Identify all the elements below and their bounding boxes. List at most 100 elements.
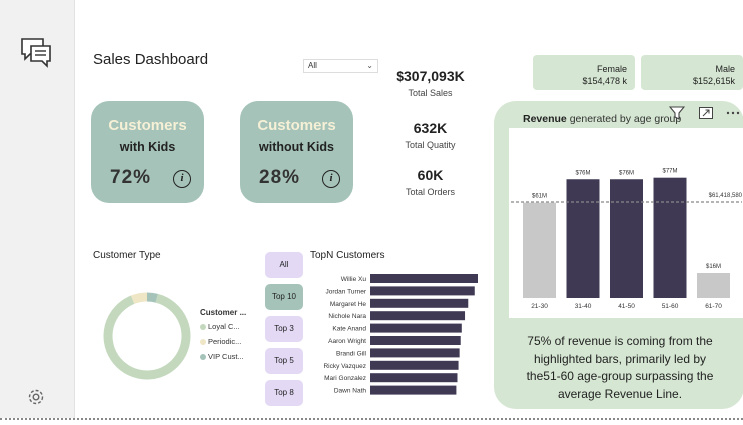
- male-revenue-card: Male $152,615k: [641, 55, 743, 90]
- revenue-by-age-chart[interactable]: $61M 21-30 $76M 31-40 $76M 41-50 $77M 51-60 $16M…: [509, 128, 743, 318]
- filter-dropdown[interactable]: All ⌄: [303, 59, 378, 73]
- customers-without-kids-card: Customers without Kids 28% i: [240, 101, 353, 203]
- caption-line: average Revenue Line.: [557, 386, 683, 401]
- card-subheading: without Kids: [259, 140, 334, 154]
- card-heading: Customers: [257, 117, 336, 134]
- bar-label: Dawn Nath: [334, 388, 367, 395]
- revenue-title-bold: Revenue: [523, 113, 567, 125]
- topn-title: TopN Customers: [310, 250, 385, 261]
- topn-top3-button[interactable]: Top 3: [265, 316, 303, 342]
- bar-data-label: $76M: [619, 170, 634, 176]
- info-icon[interactable]: i: [173, 170, 191, 188]
- revenue-chart-area: $61M 21-30 $76M 31-40 $76M 41-50 $77M 51-60 $16M…: [509, 128, 743, 318]
- kpi-total-sales: $307,093K Total Sales: [383, 68, 478, 98]
- gender-label: Male: [715, 64, 735, 74]
- age-tick-label: 31-40: [575, 303, 592, 310]
- info-icon[interactable]: i: [322, 170, 340, 188]
- legend-title: Customer ...: [200, 308, 247, 317]
- bar-data-label: $16M: [706, 264, 721, 270]
- age-tick-label: 51-60: [662, 303, 679, 310]
- legend-label: VIP Cust...: [208, 352, 244, 361]
- age-bar: [610, 179, 643, 298]
- bar-data-label: $77M: [662, 169, 677, 175]
- customer-bar: [370, 323, 462, 333]
- female-revenue-card: Female $154,478 k: [533, 55, 635, 90]
- caption-line: the51-60 age-group surpassing the: [526, 369, 714, 383]
- legend-dot: [200, 339, 206, 346]
- donut-slice: [130, 292, 148, 304]
- bar-label: Ricky Vazquez: [323, 363, 366, 370]
- revenue-title-rest: generated by age group: [566, 113, 682, 125]
- age-bar: [653, 177, 687, 298]
- bar-label: Mari Gonzalez: [324, 375, 366, 382]
- revenue-chart-title: Revenue generated by age group: [523, 113, 681, 125]
- customer-bar: [370, 286, 475, 296]
- topn-customers-chart[interactable]: Willie Xu Jordan Turner Margaret He Nichole…: [300, 270, 485, 402]
- age-bar: [523, 202, 556, 298]
- chevron-down-icon: ⌄: [366, 61, 373, 70]
- legend-label: Loyal C...: [208, 322, 240, 331]
- kpi-total-quantity: 632K Total Quatity: [383, 120, 478, 150]
- card-subheading: with Kids: [119, 140, 176, 154]
- bar-label: Jordan Turner: [326, 288, 367, 295]
- gender-value: $152,615k: [692, 76, 735, 86]
- bar-label: Brandi Gill: [336, 350, 367, 357]
- caption-line: 75% of revenue is coming from the: [527, 334, 713, 348]
- topn-top5-button[interactable]: Top 5: [265, 348, 303, 374]
- age-tick-label: 41-50: [618, 303, 635, 310]
- customer-type-donut[interactable]: [97, 286, 197, 386]
- bar-data-label: $76M: [575, 170, 590, 176]
- donut-slice: [146, 292, 158, 303]
- more-options-icon[interactable]: [725, 106, 741, 120]
- gear-icon[interactable]: [26, 387, 46, 407]
- customer-bar: [370, 336, 461, 345]
- kpi-total-orders: 60K Total Orders: [383, 167, 478, 197]
- caption-line: highlighted bars, primarily led by: [533, 351, 707, 366]
- age-tick-label: 61-70: [705, 303, 722, 310]
- revenue-caption: 75% of revenue is coming from the highli…: [504, 333, 736, 403]
- revenue-panel: Revenue generated by age group $61M 21-30…: [494, 101, 743, 409]
- card-percent: 28%: [259, 167, 301, 188]
- age-bar: [697, 273, 730, 298]
- bar-label: Willie Xu: [341, 276, 367, 283]
- topn-top8-button[interactable]: Top 8: [265, 380, 303, 406]
- customer-bar: [370, 360, 459, 370]
- dropdown-value: All: [308, 61, 317, 70]
- legend-dot: [200, 324, 206, 331]
- customer-bar: [370, 311, 466, 321]
- customers-with-kids-card: Customers with Kids 72% i: [91, 101, 204, 203]
- kpi-value: $307,093K: [396, 68, 465, 84]
- customer-bar: [370, 274, 478, 283]
- card-heading: Customers: [108, 117, 187, 134]
- age-tick-label: 21-30: [531, 303, 548, 310]
- bar-label: Nichole Nara: [328, 313, 366, 320]
- page-bottom-divider: [0, 418, 743, 420]
- customer-bar: [370, 373, 458, 383]
- chat-icon[interactable]: [19, 36, 53, 68]
- bar-data-label: $61M: [532, 194, 547, 200]
- legend-item-periodic: Periodic...: [200, 337, 241, 346]
- gender-value: $154,478 k: [582, 76, 627, 86]
- customer-type-title: Customer Type: [93, 250, 161, 261]
- topn-top10-button[interactable]: Top 10: [265, 284, 303, 310]
- kpi-label: Total Quatity: [405, 140, 456, 150]
- donut-slice: [103, 293, 191, 380]
- legend-dot: [200, 354, 206, 361]
- expand-icon[interactable]: [698, 106, 714, 120]
- topn-all-button[interactable]: All: [265, 252, 303, 278]
- bar-label: Margaret He: [330, 301, 367, 308]
- left-rail: [0, 0, 75, 418]
- customer-bar: [370, 348, 460, 358]
- legend-item-vip: VIP Cust...: [200, 352, 244, 361]
- customer-bar: [370, 385, 457, 395]
- customer-bar: [370, 298, 469, 308]
- legend-label: Periodic...: [208, 337, 242, 346]
- kpi-value: 60K: [417, 167, 444, 183]
- legend-item-loyal: Loyal C...: [200, 322, 240, 331]
- card-percent: 72%: [110, 167, 152, 188]
- kpi-label: Total Sales: [408, 88, 453, 98]
- bar-label: Kate Anand: [332, 326, 366, 333]
- filter-icon[interactable]: [669, 106, 685, 120]
- average-line-label: $61,418,580: [709, 193, 743, 199]
